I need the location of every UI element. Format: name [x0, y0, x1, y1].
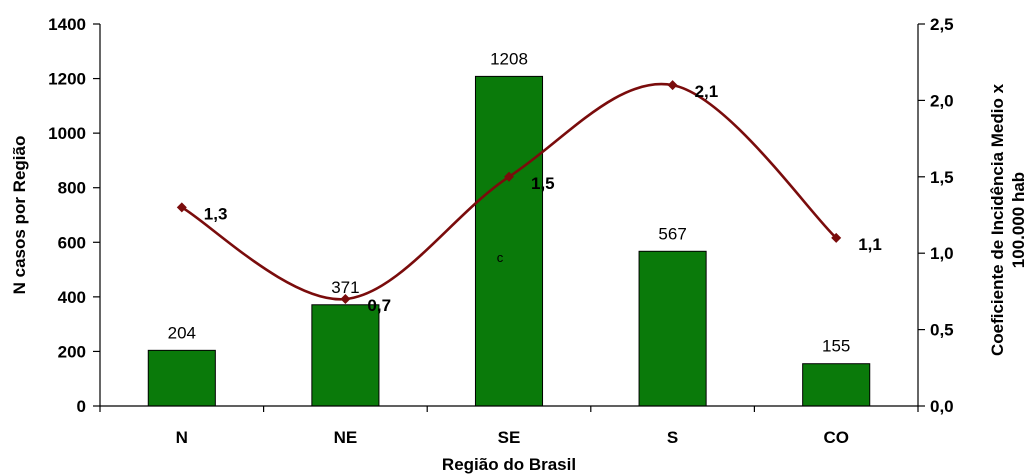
right-y-axis-title-line1: Coeficiente de Incidência Medio x: [988, 83, 1007, 356]
bar: [802, 363, 871, 407]
left-y-tick-label: 1000: [48, 124, 86, 143]
left-y-tick-label: 1200: [48, 70, 86, 89]
line-value-label: 2,1: [695, 82, 719, 101]
bar: [638, 250, 707, 407]
x-tick-label: NE: [334, 428, 358, 447]
right-y-tick-label: 2,0: [930, 91, 954, 110]
line-marker: [831, 232, 842, 243]
line-value-label: 1,5: [531, 174, 555, 193]
bar: [474, 75, 544, 407]
labels-layer: 204 371 1208 567 155 1,3 0,7 1,5 2,1 1,1: [168, 49, 882, 355]
axes-layer: [99, 24, 919, 407]
bar-value-label: 567: [658, 224, 686, 243]
line-marker: [176, 202, 187, 213]
left-y-axis-title: N casos por Região: [10, 136, 29, 295]
right-y-axis-title-line2: 100.000 hab: [1009, 172, 1028, 268]
bar-value-label: 155: [822, 337, 850, 356]
left-y-tick-label: 1400: [48, 15, 86, 34]
line-value-label: 1,1: [858, 235, 882, 254]
right-y-tick-label: 2,5: [930, 15, 954, 34]
right-y-tick-label: 0,5: [930, 321, 954, 340]
right-y-tick-label: 1,5: [930, 168, 954, 187]
line-marker: [667, 80, 678, 91]
x-tick-label: S: [667, 428, 678, 447]
right-y-tick-label: 1,0: [930, 244, 954, 263]
x-tick-label: N: [176, 428, 188, 447]
line-value-label: 1,3: [204, 204, 228, 223]
bar-value-label: 1208: [490, 49, 528, 68]
left-y-tick-label: 600: [58, 233, 86, 252]
bar: [311, 304, 380, 407]
line-marker: [340, 294, 351, 305]
line-value-label: 0,7: [367, 296, 391, 315]
left-y-tick-label: 200: [58, 342, 86, 361]
line-marker: [504, 171, 514, 182]
x-tick-label: SE: [498, 428, 521, 447]
x-tick-label: CO: [823, 428, 849, 447]
x-axis-title: Região do Brasil: [442, 455, 576, 474]
left-y-tick-label: 0: [77, 397, 86, 416]
stray-text-mark: c: [497, 250, 504, 265]
line-layer: [176, 80, 842, 305]
bar: [147, 349, 216, 407]
left-y-tick-label: 400: [58, 288, 86, 307]
bars-layer: [147, 75, 871, 407]
bar-value-label: 371: [331, 278, 359, 297]
left-y-tick-label: 800: [58, 179, 86, 198]
bar-value-label: 204: [168, 323, 196, 342]
right-y-tick-label: 0,0: [930, 397, 954, 416]
ticks-layer: 0 200 400 600 800 1000 1200 1400 0,0 0,5 1,0 1,5 2,0…: [48, 15, 953, 447]
